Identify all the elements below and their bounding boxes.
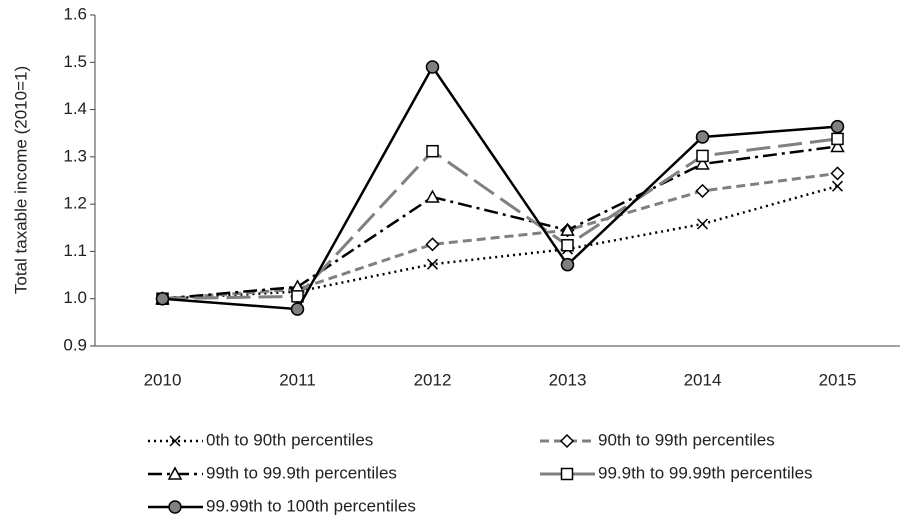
data-point xyxy=(831,180,844,192)
y-tick-label: 0.9 xyxy=(63,335,87,354)
data-point xyxy=(695,130,710,144)
data-point xyxy=(696,218,709,230)
data-point xyxy=(426,144,439,158)
series-line xyxy=(162,145,838,300)
legend-label: 99th to 99.9th percentiles xyxy=(206,463,397,482)
data-point xyxy=(831,132,844,146)
legend-label: 99.9th to 99.99th percentiles xyxy=(598,463,813,482)
data-point xyxy=(830,166,845,181)
data-point xyxy=(695,156,710,170)
data-point xyxy=(425,237,440,252)
data-point xyxy=(830,119,845,134)
legend-marker xyxy=(168,500,182,514)
y-tick-label: 1.5 xyxy=(63,52,87,71)
data-point xyxy=(830,138,845,153)
x-tick-label: 2010 xyxy=(144,370,182,389)
legend-marker xyxy=(560,467,574,481)
series-line xyxy=(162,137,838,301)
legend-label: 99.99th to 100th percentiles xyxy=(206,496,416,515)
y-tick-label: 1.3 xyxy=(63,146,87,165)
x-tick-label: 2014 xyxy=(684,370,722,389)
legend-marker xyxy=(167,466,183,480)
data-point xyxy=(425,60,440,74)
data-point xyxy=(291,290,304,303)
legend-label: 90th to 99th percentiles xyxy=(598,430,775,449)
legend-label: 0th to 90th percentiles xyxy=(206,430,373,449)
data-point xyxy=(561,239,574,252)
legend-marker xyxy=(169,435,181,447)
data-point xyxy=(696,149,709,163)
data-point xyxy=(155,291,170,306)
series-line xyxy=(162,171,838,301)
data-point xyxy=(425,189,440,203)
y-tick-label: 1.6 xyxy=(63,4,87,23)
data-point xyxy=(290,302,305,316)
data-point xyxy=(560,222,575,236)
y-tick-label: 1.0 xyxy=(63,288,87,307)
x-tick-label: 2012 xyxy=(414,370,452,389)
data-point xyxy=(560,257,575,272)
legend-marker xyxy=(559,433,575,449)
y-tick-label: 1.1 xyxy=(63,241,87,260)
y-tick-label: 1.2 xyxy=(63,194,87,213)
x-tick-label: 2013 xyxy=(549,370,587,389)
y-tick-label: 1.4 xyxy=(63,99,87,118)
y-axis-label: Total taxable income (2010=1) xyxy=(11,66,30,294)
series-line xyxy=(162,64,838,311)
x-tick-label: 2011 xyxy=(279,370,316,389)
data-point xyxy=(426,258,439,270)
data-point xyxy=(695,183,710,198)
series-line xyxy=(162,184,838,300)
x-tick-label: 2015 xyxy=(819,370,857,389)
